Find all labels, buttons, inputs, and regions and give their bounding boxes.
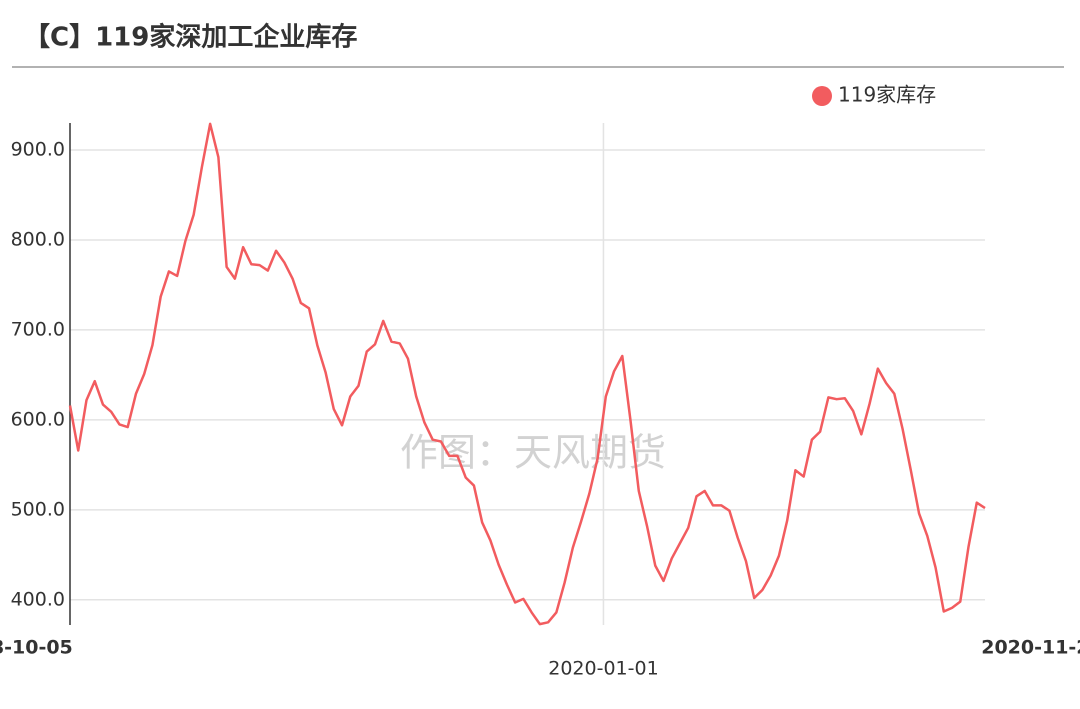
y-tick-label: 800.0 <box>11 228 65 250</box>
y-tick-label: 900.0 <box>11 138 65 160</box>
y-tick-label: 700.0 <box>11 318 65 340</box>
y-tick-label: 400.0 <box>11 588 65 610</box>
x-tick-label: 2020-11-20 <box>981 637 1080 659</box>
x-tick-label: 2018-10-05 <box>0 637 73 659</box>
legend-label: 119家库存 <box>838 83 936 107</box>
y-tick-label: 500.0 <box>11 498 65 520</box>
y-tick-label: 600.0 <box>11 408 65 430</box>
watermark: 作图：天风期货 <box>400 431 666 475</box>
series-line <box>68 122 986 626</box>
x-tick-label: 2020-01-01 <box>548 658 658 680</box>
legend-marker <box>812 86 832 106</box>
chart-title: 【C】119家深加工企业库存 <box>24 22 357 53</box>
